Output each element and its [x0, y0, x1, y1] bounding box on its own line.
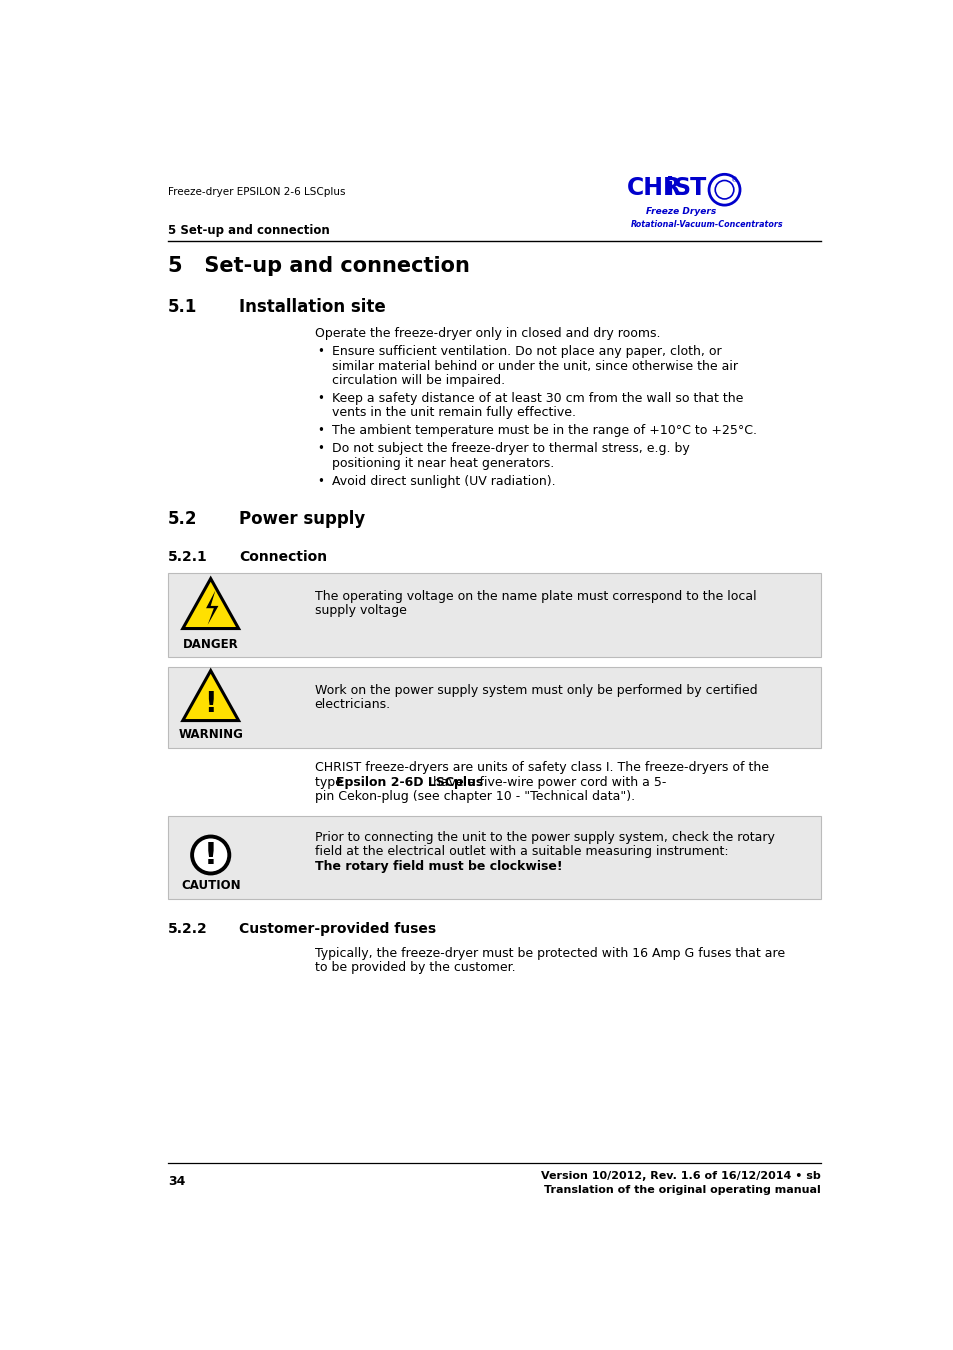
Text: WARNING: WARNING [178, 728, 243, 741]
Text: Version 10/2012, Rev. 1.6 of 16/12/2014 • sb: Version 10/2012, Rev. 1.6 of 16/12/2014 … [540, 1170, 820, 1181]
Text: Installation site: Installation site [239, 298, 386, 316]
Text: vents in the unit remain fully effective.: vents in the unit remain fully effective… [332, 406, 575, 418]
Text: Connection: Connection [239, 549, 327, 564]
Text: 5.2.1: 5.2.1 [168, 549, 208, 564]
Text: !: ! [204, 690, 216, 718]
Text: Power supply: Power supply [239, 510, 365, 528]
Text: •: • [317, 443, 324, 455]
Text: have a five-wire power cord with a 5-: have a five-wire power cord with a 5- [429, 776, 666, 788]
Text: pin Cekon-plug (see chapter 10 - "Technical data").: pin Cekon-plug (see chapter 10 - "Techni… [314, 790, 634, 803]
Text: electricians.: electricians. [314, 698, 391, 711]
Text: Ensure sufficient ventilation. Do not place any paper, cloth, or: Ensure sufficient ventilation. Do not pl… [332, 346, 720, 358]
Text: !: ! [204, 841, 217, 869]
Text: positioning it near heat generators.: positioning it near heat generators. [332, 456, 554, 470]
Text: Operate the freeze-dryer only in closed and dry rooms.: Operate the freeze-dryer only in closed … [314, 327, 659, 340]
Text: Avoid direct sunlight (UV radiation).: Avoid direct sunlight (UV radiation). [332, 475, 555, 487]
Text: 5.1: 5.1 [168, 298, 197, 316]
Text: supply voltage: supply voltage [314, 603, 406, 617]
Text: to be provided by the customer.: to be provided by the customer. [314, 961, 515, 973]
Circle shape [192, 837, 229, 873]
Text: Rotational-Vacuum-Concentrators: Rotational-Vacuum-Concentrators [630, 220, 782, 228]
Text: Translation of the original operating manual: Translation of the original operating ma… [543, 1184, 820, 1195]
Text: Epsilon 2-6D LSCplus: Epsilon 2-6D LSCplus [335, 776, 483, 788]
FancyBboxPatch shape [168, 572, 820, 657]
Text: circulation will be impaired.: circulation will be impaired. [332, 374, 504, 386]
Text: similar material behind or under the unit, since otherwise the air: similar material behind or under the uni… [332, 359, 737, 373]
Text: Typically, the freeze-dryer must be protected with 16 Amp G fuses that are: Typically, the freeze-dryer must be prot… [314, 946, 784, 960]
Text: Work on the power supply system must only be performed by certified: Work on the power supply system must onl… [314, 683, 757, 697]
Polygon shape [206, 590, 218, 625]
Text: 5.2.2: 5.2.2 [168, 922, 208, 936]
Text: Freeze Dryers: Freeze Dryers [645, 207, 716, 216]
FancyBboxPatch shape [168, 815, 820, 899]
Text: Prior to connecting the unit to the power supply system, check the rotary: Prior to connecting the unit to the powe… [314, 832, 774, 844]
Text: 5.2: 5.2 [168, 510, 197, 528]
Text: CHRIST freeze-dryers are units of safety class I. The freeze-dryers of the: CHRIST freeze-dryers are units of safety… [314, 761, 768, 775]
Text: The rotary field must be clockwise!: The rotary field must be clockwise! [314, 860, 561, 872]
FancyBboxPatch shape [168, 667, 820, 748]
Text: ST: ST [673, 176, 706, 200]
Text: type: type [314, 776, 346, 788]
Text: CHR: CHR [626, 176, 681, 200]
Text: The operating voltage on the name plate must correspond to the local: The operating voltage on the name plate … [314, 590, 756, 602]
Text: ®: ® [730, 177, 737, 184]
Text: Customer-provided fuses: Customer-provided fuses [239, 922, 436, 936]
Text: •: • [317, 424, 324, 437]
Text: CAUTION: CAUTION [181, 879, 240, 892]
Text: Keep a safety distance of at least 30 cm from the wall so that the: Keep a safety distance of at least 30 cm… [332, 392, 742, 405]
Text: •: • [317, 392, 324, 405]
Text: •: • [317, 346, 324, 358]
Text: DANGER: DANGER [183, 637, 238, 651]
Text: Do not subject the freeze-dryer to thermal stress, e.g. by: Do not subject the freeze-dryer to therm… [332, 443, 689, 455]
Text: 34: 34 [168, 1174, 185, 1188]
Polygon shape [183, 671, 238, 721]
Text: 5   Set-up and connection: 5 Set-up and connection [168, 256, 470, 275]
Text: Freeze-dryer EPSILON 2-6 LSCplus: Freeze-dryer EPSILON 2-6 LSCplus [168, 186, 345, 197]
Polygon shape [183, 579, 238, 629]
Text: field at the electrical outlet with a suitable measuring instrument:: field at the electrical outlet with a su… [314, 845, 727, 859]
Text: i: i [665, 176, 673, 200]
Text: •: • [317, 475, 324, 487]
Text: The ambient temperature must be in the range of +10°C to +25°C.: The ambient temperature must be in the r… [332, 424, 756, 437]
Text: 5 Set-up and connection: 5 Set-up and connection [168, 224, 330, 236]
